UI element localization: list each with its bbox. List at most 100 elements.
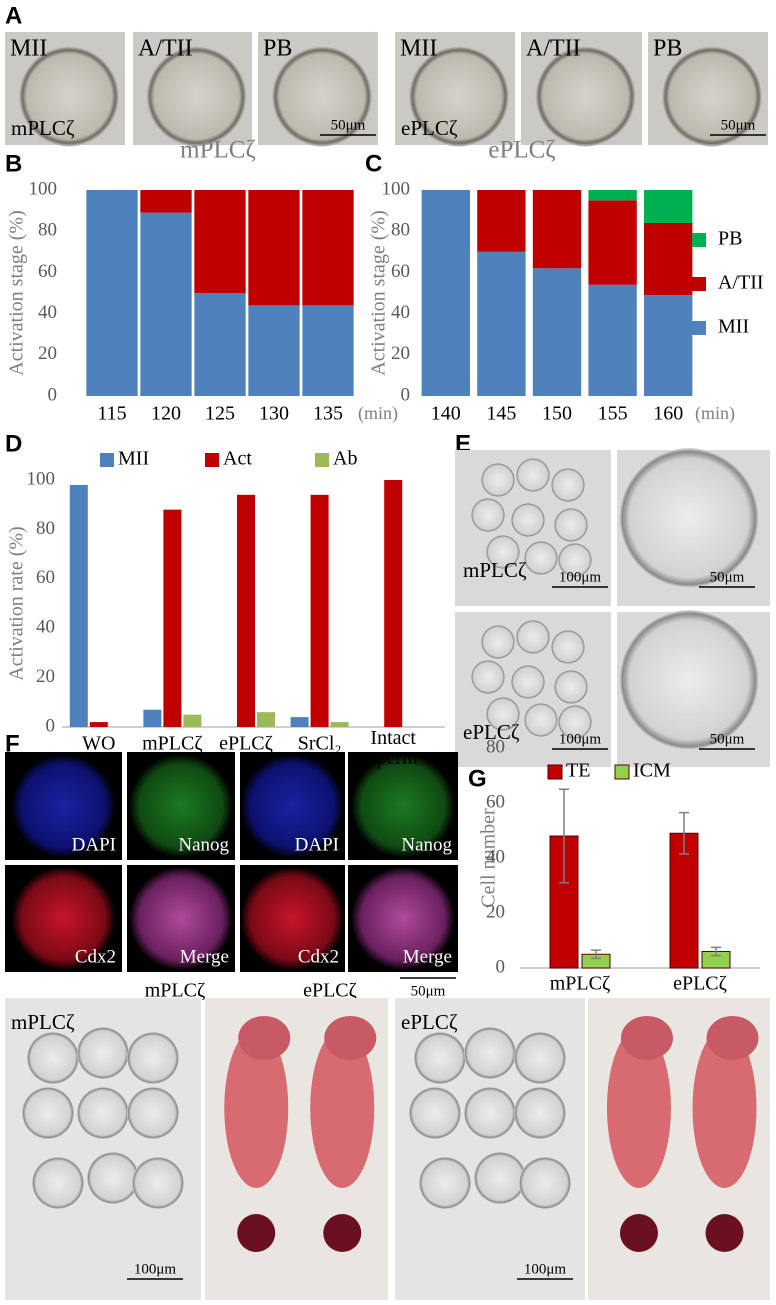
y-tick-label: 40 — [391, 302, 410, 323]
stage-label: PB — [263, 36, 292, 62]
y-tick-label: 20 — [38, 343, 57, 364]
embryo — [486, 697, 520, 731]
bar-segment — [140, 212, 192, 396]
error-bar — [711, 946, 721, 957]
error-bar — [559, 788, 569, 884]
y-tick-label: 0 — [401, 384, 411, 405]
y-tick-label: 40 — [36, 617, 55, 638]
bar — [257, 712, 275, 727]
x-tick-label: mPLCζ — [550, 973, 611, 995]
x-tick-label: Intact sperm — [369, 727, 418, 769]
scale-bar-label: 50μm — [710, 569, 745, 585]
oocyte — [272, 46, 372, 147]
x-tick-label: mPLCζ — [142, 733, 203, 755]
pup-head — [238, 1016, 291, 1060]
embryo — [619, 448, 759, 588]
placenta — [619, 1214, 658, 1252]
embryo — [524, 541, 558, 575]
blastocyst — [514, 1032, 566, 1084]
embryo — [554, 670, 588, 704]
stage-label: A/TII — [526, 36, 581, 62]
x-tick-label: 140 — [431, 403, 461, 425]
placenta — [705, 1214, 744, 1252]
y-tick-label: 60 — [391, 261, 410, 282]
image-caption: ePLCζ — [463, 720, 520, 744]
panel-label: C — [365, 150, 382, 177]
x-tick-label: WO — [82, 733, 115, 755]
panel-label: D — [5, 430, 22, 457]
bar-segment — [477, 251, 526, 396]
bar-segment — [421, 190, 470, 396]
bar — [183, 714, 202, 727]
stage-label: A/TII — [138, 36, 193, 62]
legend-swatch — [692, 233, 706, 247]
y-tick-label: 20 — [486, 901, 505, 922]
y-tick-label: 40 — [486, 846, 505, 867]
scale-bar-label: 100μm — [524, 1261, 567, 1277]
image-caption: mPLCζ — [11, 1010, 75, 1034]
scale-bar-label: 50μm — [710, 731, 745, 747]
legend-swatch — [205, 453, 219, 467]
chart-title: ePLCζ — [488, 137, 555, 164]
y-tick-label: 80 — [391, 220, 410, 241]
x-tick-label: 145 — [486, 403, 516, 425]
scale-bar-label: 100μm — [559, 569, 602, 585]
x-tick-label: 155 — [598, 403, 628, 425]
panel-label: A — [5, 2, 22, 29]
bar-segment — [86, 190, 138, 396]
error-bar — [679, 811, 689, 855]
oocyte — [19, 46, 119, 147]
legend-swatch — [100, 453, 114, 467]
channel-label: Nanog — [178, 834, 229, 855]
fluorescent-embryo — [11, 866, 116, 971]
legend-label: ICM — [633, 760, 671, 782]
legend-swatch — [315, 453, 329, 467]
panel-label: B — [5, 150, 22, 177]
y-tick-label: 20 — [36, 666, 55, 687]
bar — [669, 832, 699, 969]
x-tick-label: 160 — [653, 403, 683, 425]
pup — [310, 1028, 375, 1188]
bar-segment — [194, 190, 246, 293]
embryo — [619, 610, 759, 750]
y-tick-label: 20 — [391, 343, 410, 364]
bar-segment — [588, 200, 637, 285]
y-axis-label: Activation stage (%) — [6, 210, 28, 376]
bar — [163, 509, 182, 727]
embryo — [471, 498, 505, 532]
bar — [89, 722, 108, 727]
embryo — [551, 468, 585, 502]
blastocyst — [414, 1032, 466, 1084]
bar-segment — [644, 295, 693, 396]
y-tick-label: 80 — [38, 220, 57, 241]
embryo — [481, 625, 515, 659]
pup — [692, 1028, 757, 1188]
embryo — [511, 503, 545, 537]
embryo — [471, 660, 505, 694]
oocyte — [146, 46, 247, 147]
blastocyst — [514, 1087, 566, 1139]
bar-segment — [644, 190, 693, 223]
bar-segment — [248, 190, 300, 306]
image-caption: mPLCζ — [145, 980, 206, 1002]
blastocyst — [22, 1087, 74, 1139]
stage-label: MII — [10, 36, 47, 62]
fluorescent-embryo — [351, 866, 455, 971]
legend-label: TE — [566, 760, 590, 782]
scale-bar-label: 100μm — [134, 1261, 177, 1277]
panel-label: F — [5, 730, 20, 757]
embryo — [511, 665, 545, 699]
channel-label: Merge — [403, 946, 452, 967]
channel-label: Merge — [180, 946, 229, 967]
embryo — [558, 543, 592, 577]
y-tick-label: 60 — [486, 791, 505, 812]
y-tick-label: 100 — [382, 178, 411, 199]
chart-title: mPLCζ — [180, 137, 256, 164]
x-tick-label: 130 — [259, 403, 289, 425]
bar-segment — [477, 190, 526, 252]
bar — [237, 494, 255, 727]
pup-head — [324, 1016, 377, 1060]
bar-segment — [248, 305, 300, 396]
legend-swatch — [692, 277, 706, 291]
bar-segment — [588, 190, 637, 201]
